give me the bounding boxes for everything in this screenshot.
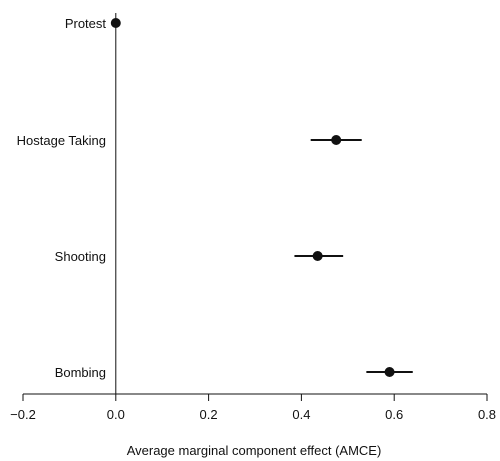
x-tick-label: 0.6	[385, 407, 403, 422]
x-tick-label: 0.4	[292, 407, 310, 422]
estimate-marks	[110, 18, 413, 377]
point-estimate	[331, 135, 342, 145]
point-estimate	[384, 367, 395, 377]
category-label: Bombing	[55, 365, 106, 380]
category-label: Hostage Taking	[17, 133, 106, 148]
category-label: Protest	[65, 16, 107, 31]
point-estimate	[312, 251, 323, 261]
category-labels: Protest Hostage Taking Shooting Bombing	[17, 16, 107, 380]
x-axis: −0.2 0.0 0.2 0.4 0.6 0.8	[10, 393, 496, 422]
x-tick-label: 0.2	[200, 407, 218, 422]
x-tick-label: −0.2	[10, 407, 36, 422]
x-axis-label: Average marginal component effect (AMCE)	[127, 443, 382, 458]
point-estimate	[110, 18, 121, 28]
category-label: Shooting	[55, 249, 106, 264]
x-tick-label: 0.0	[107, 407, 125, 422]
x-tick-label: 0.8	[478, 407, 496, 422]
